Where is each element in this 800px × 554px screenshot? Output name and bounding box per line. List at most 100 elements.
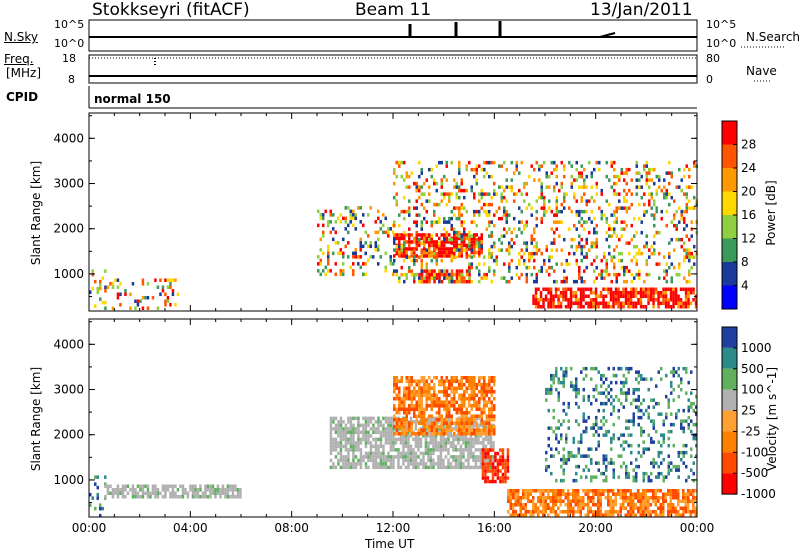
heatmap-cell <box>647 510 650 514</box>
heatmap-cell <box>473 220 476 224</box>
heatmap-cell <box>634 506 637 510</box>
heatmap-cell <box>382 444 385 449</box>
heatmap-cell <box>475 181 478 186</box>
heatmap-cell <box>459 458 463 463</box>
heatmap-cell <box>602 415 605 420</box>
heatmap-cell <box>488 223 491 228</box>
heatmap-cell <box>452 455 455 459</box>
heatmap-cell <box>665 188 668 193</box>
heatmap-cell <box>418 379 421 383</box>
heatmap-cell <box>575 244 578 249</box>
heatmap-cell <box>685 164 688 168</box>
heatmap-cell <box>473 233 476 237</box>
heatmap-cell <box>530 206 533 210</box>
heatmap-cell <box>620 443 623 448</box>
heatmap-cell <box>473 428 476 432</box>
heatmap-cell <box>460 213 463 217</box>
heatmap-cell <box>683 167 686 172</box>
heatmap-cell <box>447 451 450 456</box>
heatmap-cell <box>420 236 423 241</box>
heatmap-cell <box>450 386 453 390</box>
heatmap-cell <box>437 444 440 449</box>
heatmap-cell <box>474 416 478 421</box>
heatmap-cell <box>547 513 550 517</box>
heatmap-cell <box>627 503 630 507</box>
heatmap-cell <box>339 272 342 277</box>
heatmap-cell <box>670 461 673 465</box>
heatmap-cell <box>440 414 443 418</box>
heatmap-cell <box>472 444 475 449</box>
heatmap-cell <box>506 476 510 480</box>
heatmap-cell <box>520 160 523 165</box>
heatmap-cell <box>423 425 426 429</box>
heatmap-cell <box>458 234 461 238</box>
heatmap-cell <box>469 441 473 445</box>
heatmap-cell <box>597 496 600 500</box>
heatmap-cell <box>362 430 365 435</box>
heatmap-cell <box>622 391 625 395</box>
heatmap-cell <box>615 181 618 186</box>
heatmap-cell <box>624 301 628 305</box>
heatmap-cell <box>418 233 421 237</box>
heatmap-cell <box>565 373 568 378</box>
heatmap-cell <box>393 248 396 252</box>
heatmap-cell <box>433 255 436 259</box>
heatmap-cell <box>357 444 360 449</box>
heatmap-cell <box>364 251 367 256</box>
heatmap-cell <box>479 462 483 466</box>
heatmap-cell <box>500 185 503 189</box>
heatmap-cell <box>477 448 480 452</box>
heatmap-cell <box>501 458 505 463</box>
heatmap-cell <box>494 479 497 484</box>
heatmap-cell <box>545 269 548 273</box>
heatmap-cell <box>464 444 468 449</box>
heatmap-cell <box>151 296 155 300</box>
heatmap-cell <box>490 202 493 207</box>
heatmap-cell <box>537 305 540 309</box>
heatmap-cell <box>194 488 197 492</box>
heatmap-cell <box>543 209 546 214</box>
heatmap-cell <box>413 386 416 390</box>
heatmap-cell <box>369 444 373 449</box>
heatmap-cell <box>404 434 408 438</box>
colorbar-segment <box>722 168 737 192</box>
heatmap-cell <box>550 255 553 259</box>
heatmap-cell <box>537 510 540 514</box>
heatmap-cell <box>329 230 332 235</box>
heatmap-cell <box>382 230 385 235</box>
heatmap-cell <box>643 279 646 284</box>
heatmap-cell <box>643 164 646 168</box>
heatmap-cell <box>550 391 553 395</box>
heatmap-cell <box>443 379 446 383</box>
heatmap-cell <box>685 279 688 284</box>
heatmap-cell <box>503 209 506 214</box>
heatmap-cell <box>420 428 423 432</box>
heatmap-cell <box>637 398 640 402</box>
heatmap-cell <box>544 287 548 291</box>
heatmap-cell <box>470 418 473 422</box>
heatmap-cell <box>658 251 661 256</box>
heatmap-cell <box>405 171 408 175</box>
heatmap-cell <box>374 441 378 445</box>
heatmap-cell <box>398 397 401 401</box>
heatmap-cell <box>625 440 628 444</box>
heatmap-cell <box>454 444 458 449</box>
heatmap-cell <box>452 444 455 449</box>
heatmap-cell <box>552 305 555 309</box>
heatmap-cell <box>595 415 598 420</box>
heatmap-cell <box>139 299 142 303</box>
heatmap-cell <box>488 390 491 394</box>
heatmap-cell <box>445 254 448 258</box>
heatmap-cell <box>344 430 348 435</box>
heatmap-cell <box>486 462 490 466</box>
heatmap-cell <box>474 458 478 463</box>
heatmap-cell <box>652 405 655 409</box>
heatmap-cell <box>460 393 463 397</box>
heatmap-cell <box>398 160 401 165</box>
heatmap-cell <box>344 434 348 438</box>
heatmap-cell <box>562 373 565 378</box>
heatmap-cell <box>542 513 545 517</box>
heatmap-cell <box>443 254 446 258</box>
heatmap-cell <box>558 209 561 214</box>
heatmap-cell <box>592 513 595 517</box>
